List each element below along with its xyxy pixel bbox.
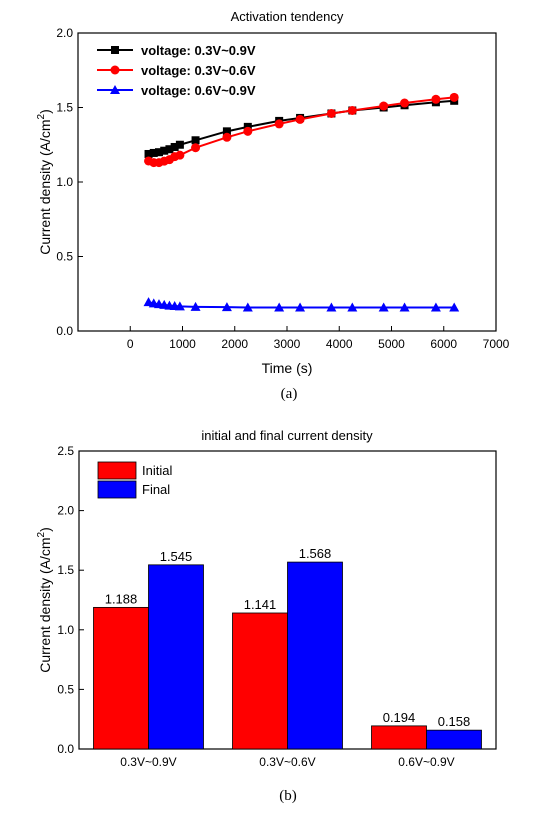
data-point — [174, 301, 185, 311]
data-point — [242, 302, 253, 312]
x-tick-label: 5000 — [378, 337, 405, 351]
chart-a-title: Activation tendency — [231, 9, 344, 24]
legend-marker — [110, 85, 120, 94]
bar — [93, 606, 149, 750]
bar — [371, 725, 427, 750]
legend-marker — [110, 65, 120, 75]
y-tick-label: 0.5 — [56, 250, 73, 264]
series-1 — [144, 92, 459, 168]
y-tick-label: 0.0 — [56, 324, 73, 338]
chart-a-axes: 0 1000 2000 3000 4000 5000 6000 7000 0.0 0.5 1.0 1.… — [56, 26, 509, 351]
legend-label: voltage: 0.6V~0.9V — [141, 83, 256, 98]
data-point — [154, 148, 163, 157]
chart-b-bars-group: 1.188 1.545 1.141 1.568 0.194 0.158 — [93, 546, 482, 750]
chart-a-x-axis-title: Time (s) — [262, 360, 313, 376]
data-point — [400, 98, 410, 108]
data-point — [221, 302, 232, 312]
legend-label: voltage: 0.3V~0.9V — [141, 43, 256, 58]
data-point — [449, 302, 460, 312]
legend-swatch — [97, 461, 137, 480]
bar-value-label: 1.568 — [299, 546, 332, 561]
chart-a-y-axis-title: Current density (A/cm2) — [36, 109, 53, 255]
data-point — [191, 136, 200, 145]
activation-line-chart: Activation tendency 0 1000 2000 3000 4000 500… — [36, 9, 510, 402]
y-tick-label: 2.0 — [56, 26, 73, 40]
bar-value-label: 1.141 — [244, 597, 277, 612]
y-tick-label: 2.0 — [57, 504, 74, 518]
legend-label: voltage: 0.3V~0.6V — [141, 63, 256, 78]
data-point — [347, 105, 357, 115]
legend-swatch — [97, 480, 137, 499]
data-point — [449, 92, 459, 102]
data-point — [175, 150, 185, 160]
x-tick-label: 2000 — [221, 337, 248, 351]
legend-label: Final — [142, 482, 170, 497]
y-tick-label: 1.0 — [57, 623, 74, 637]
bar-value-label: 0.158 — [438, 714, 471, 729]
bar-value-label: 0.194 — [383, 710, 416, 725]
data-point — [165, 145, 174, 154]
x-tick-label: 7000 — [483, 337, 510, 351]
x-tick-label: 3000 — [274, 337, 301, 351]
y-tick-label: 0.0 — [57, 742, 74, 756]
chart-a-caption: (a) — [281, 386, 298, 402]
data-point — [274, 119, 284, 129]
x-tick-label: 4000 — [326, 337, 353, 351]
data-point — [222, 132, 232, 142]
data-point — [379, 101, 389, 111]
data-point — [326, 302, 337, 312]
x-tick-label: 1000 — [169, 337, 196, 351]
bar — [232, 612, 288, 750]
current-density-bar-chart: initial and final current density 0.0 0.5… — [36, 428, 497, 804]
x-tick-label: 0.6V~0.9V — [398, 755, 454, 769]
data-point — [295, 114, 305, 124]
data-point — [222, 127, 231, 136]
data-point — [191, 143, 201, 153]
chart-b-caption: (b) — [279, 788, 297, 804]
bar — [287, 561, 343, 750]
legend-marker — [111, 46, 119, 54]
data-point — [399, 302, 410, 312]
data-point — [170, 142, 179, 151]
y-tick-label: 0.5 — [57, 682, 74, 696]
bar-value-label: 1.545 — [160, 549, 193, 564]
chart-a-series-group — [143, 92, 460, 312]
chart-b-title: initial and final current density — [201, 428, 373, 443]
data-point — [175, 140, 184, 149]
data-point — [295, 302, 306, 312]
data-point — [378, 302, 389, 312]
x-tick-label: 0.3V~0.6V — [259, 755, 315, 769]
bar-value-label: 1.188 — [105, 591, 138, 606]
data-point — [274, 302, 285, 312]
data-point — [326, 108, 336, 118]
chart-b-axes: 0.0 0.5 1.0 1.5 2.0 2.5 0.3V~0.9V 0.3V~0.6V 0.6V… — [57, 444, 454, 769]
data-point — [431, 94, 441, 104]
bar — [426, 729, 482, 750]
data-point — [430, 302, 441, 312]
series-2 — [143, 297, 460, 312]
data-point — [243, 126, 253, 136]
data-point — [190, 301, 201, 311]
x-tick-label: 0.3V~0.9V — [120, 755, 176, 769]
y-tick-label: 1.5 — [56, 101, 73, 115]
y-tick-label: 2.5 — [57, 444, 74, 458]
chart-a-legend: voltage: 0.3V~0.9V voltage: 0.3V~0.6V volt… — [97, 43, 256, 98]
x-tick-label: 6000 — [430, 337, 457, 351]
data-point — [347, 302, 358, 312]
bar — [148, 564, 204, 750]
chart-b-y-axis-title: Current density (A/cm2) — [36, 527, 53, 673]
y-tick-label: 1.0 — [56, 175, 73, 189]
data-point — [149, 148, 158, 157]
x-tick-label: 0 — [127, 337, 134, 351]
data-point — [144, 149, 153, 158]
y-tick-label: 1.5 — [57, 563, 74, 577]
data-point — [160, 146, 169, 155]
chart-b-legend: Initial Final — [97, 461, 172, 499]
legend-label: Initial — [142, 463, 172, 478]
